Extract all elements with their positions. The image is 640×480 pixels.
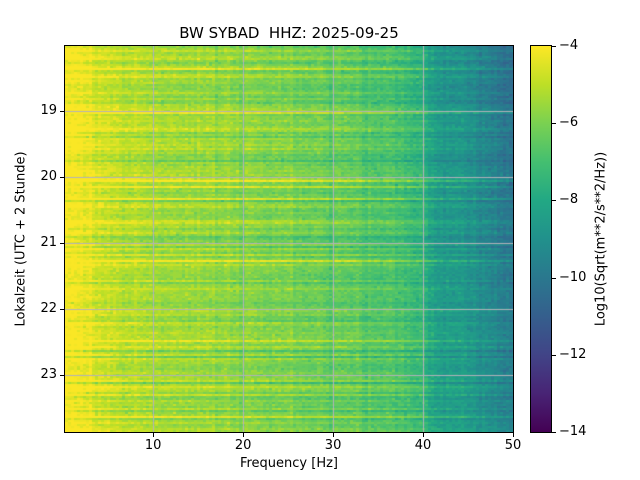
- y-tick-label: 22: [40, 300, 57, 316]
- y-tick-mark: [60, 243, 64, 244]
- x-tick-mark: [153, 433, 154, 437]
- colorbar-tick-label: −10: [559, 269, 587, 285]
- colorbar-tick-mark: [552, 123, 556, 124]
- y-tick-mark: [60, 111, 64, 112]
- x-tick-label: 30: [324, 438, 342, 453]
- y-tick-mark: [60, 177, 64, 178]
- colorbar-tick-mark: [552, 355, 556, 356]
- colorbar-label: Log10(Sqrt(m**2/s**2/Hz)): [593, 151, 609, 327]
- x-tick-label: 50: [504, 438, 522, 453]
- colorbar-tick-label: −8: [559, 192, 579, 208]
- y-tick-label: 21: [40, 234, 57, 250]
- x-tick-mark: [333, 433, 334, 437]
- y-tick-label: 20: [40, 168, 57, 184]
- colorbar-tick-label: −14: [559, 424, 587, 439]
- x-tick-mark: [243, 433, 244, 437]
- x-tick-mark: [423, 433, 424, 437]
- colorbar: [530, 45, 552, 433]
- colorbar-tick-mark: [552, 200, 556, 201]
- colorbar-tick-label: −6: [559, 115, 579, 131]
- x-tick-label: 40: [414, 438, 432, 453]
- y-tick-label: 23: [40, 366, 57, 382]
- colorbar-tick-label: −12: [559, 346, 587, 362]
- colorbar-tick-label: −4: [559, 38, 579, 53]
- colorbar-tick-mark: [552, 278, 556, 279]
- x-tick-label: 10: [144, 438, 162, 453]
- spectrogram-image: [65, 46, 513, 432]
- plot-title: BW SYBAD HHZ: 2025-09-25: [179, 24, 399, 42]
- y-tick-mark: [60, 375, 64, 376]
- plot-area: [64, 45, 514, 433]
- x-axis-label: Frequency [Hz]: [239, 456, 339, 471]
- colorbar-tick-mark: [552, 46, 556, 47]
- x-tick-mark: [513, 433, 514, 437]
- y-tick-mark: [60, 309, 64, 310]
- colorbar-tick-mark: [552, 432, 556, 433]
- y-tick-label: 19: [40, 102, 57, 118]
- x-tick-label: 20: [234, 438, 252, 453]
